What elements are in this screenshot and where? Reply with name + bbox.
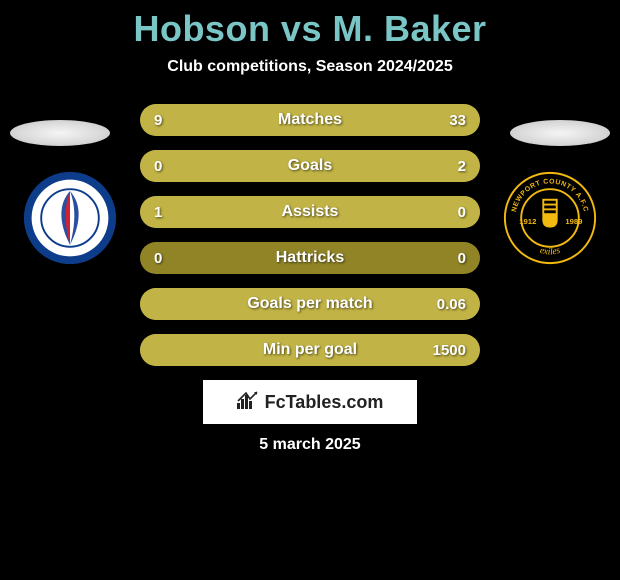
stat-row: 1500Min per goal xyxy=(0,334,620,366)
stat-row: 00Hattricks xyxy=(0,242,620,274)
stat-label: Matches xyxy=(140,111,480,129)
stat-row: 933Matches xyxy=(0,104,620,136)
brand-label: FcTables.com xyxy=(265,392,384,413)
comparison-date: 5 march 2025 xyxy=(0,436,620,454)
comparison-card: Hobson vs M. Baker Club competitions, Se… xyxy=(0,0,620,454)
stat-bar: 933Matches xyxy=(140,104,480,136)
stat-bar: 0.06Goals per match xyxy=(140,288,480,320)
stat-bar: 1500Min per goal xyxy=(140,334,480,366)
stat-label: Hattricks xyxy=(140,249,480,267)
stat-bar: 02Goals xyxy=(140,150,480,182)
stat-bar: 10Assists xyxy=(140,196,480,228)
page-subtitle: Club competitions, Season 2024/2025 xyxy=(0,58,620,76)
stat-row: 02Goals xyxy=(0,150,620,182)
brand-badge: FcTables.com xyxy=(203,380,417,424)
stat-row: 0.06Goals per match xyxy=(0,288,620,320)
page-title: Hobson vs M. Baker xyxy=(0,8,620,50)
stat-label: Min per goal xyxy=(140,341,480,359)
stat-row: 10Assists xyxy=(0,196,620,228)
stat-label: Goals xyxy=(140,157,480,175)
brand-icon xyxy=(237,391,259,414)
stat-bar: 00Hattricks xyxy=(140,242,480,274)
stat-label: Goals per match xyxy=(140,295,480,313)
stat-label: Assists xyxy=(140,203,480,221)
